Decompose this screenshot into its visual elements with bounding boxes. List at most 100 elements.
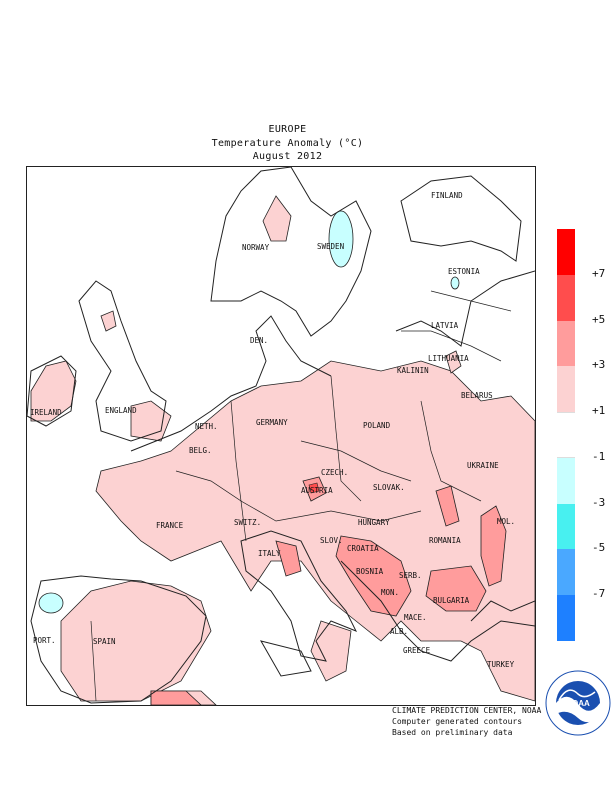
finland-outline	[400, 175, 522, 262]
lithuania-warm-area	[445, 350, 462, 374]
credit-line-1: CLIMATE PREDICTION CENTER, NOAA	[392, 706, 542, 715]
country-labels: FINLAND SWEDEN NORWAY ESTONIA LATVIA LIT…	[30, 191, 515, 669]
legend-tick-label: -1	[592, 449, 606, 463]
border-line-8	[90, 620, 97, 702]
britain-outline	[78, 280, 167, 442]
italy-hot-area	[275, 540, 302, 577]
credit-line-3: Based on preliminary data	[392, 728, 513, 737]
ireland-outline	[27, 355, 77, 427]
map-canvas: FINLAND SWEDEN NORWAY ESTONIA LATVIA LIT…	[27, 167, 535, 705]
label-belarus: BELARUS	[461, 391, 493, 400]
map-region-title: EUROPE	[268, 124, 307, 135]
label-czech: CZECH.	[321, 468, 348, 477]
map-period-title: August 2012	[252, 151, 323, 162]
label-belgium: BELG.	[189, 446, 212, 455]
border-line-5	[175, 470, 247, 542]
balkan-coast	[340, 560, 535, 662]
label-moldova: MOL.	[497, 517, 515, 526]
legend-tick-label: -7	[592, 587, 606, 601]
label-austria: AUSTRIA	[301, 486, 333, 495]
moldova-hot-area	[480, 505, 507, 587]
label-estonia: ESTONIA	[448, 267, 480, 276]
label-switzerland: SWITZ.	[234, 518, 261, 527]
baltic-coast	[395, 270, 535, 347]
label-germany: GERMANY	[256, 418, 288, 427]
label-denmark: DEN.	[250, 336, 268, 345]
border-line-7	[430, 290, 512, 312]
south-italy-warm-area	[310, 620, 352, 682]
black-sea-coast	[470, 600, 535, 622]
label-england: ENGLAND	[105, 406, 137, 415]
label-finland: FINLAND	[431, 191, 463, 200]
legend-swatch	[557, 229, 575, 275]
label-albania: ALB.	[390, 627, 408, 636]
label-serbia: SERB.	[399, 571, 422, 580]
label-greece: GREECE	[403, 646, 431, 655]
label-poland: POLAND	[363, 421, 391, 430]
color-scale-legend	[557, 229, 575, 641]
label-slovenia: SLOV.	[320, 536, 343, 545]
label-sweden: SWEDEN	[317, 242, 344, 251]
legend-swatch	[557, 503, 575, 550]
border-line-2	[330, 375, 362, 502]
portugal-cool-area	[38, 592, 64, 614]
label-portugal: PORT.	[33, 636, 56, 645]
label-slovakia: SLOVAK.	[373, 483, 405, 492]
iberia-warm-area	[60, 580, 212, 702]
border-line-6	[401, 330, 502, 362]
label-bulgaria: BULGARIA	[433, 596, 470, 605]
scandinavia-outline	[210, 167, 372, 337]
noaa-logo-text: NOAA	[566, 699, 590, 708]
iberia-outline	[30, 575, 207, 704]
legend-tick-label: +5	[592, 312, 606, 326]
border-line-4	[300, 440, 412, 482]
legend-tick-label: +1	[592, 404, 606, 418]
legend-swatch	[557, 274, 575, 321]
romania-hot-area	[435, 485, 460, 527]
central-europe-warm-area	[95, 360, 535, 702]
noaa-logo: NOAA	[545, 670, 611, 736]
anomaly-map: FINLAND SWEDEN NORWAY ESTONIA LATVIA LIT…	[26, 166, 536, 706]
legend-swatch	[557, 595, 575, 641]
label-macedonia: MACE.	[404, 613, 427, 622]
label-bosnia: BOSNIA	[356, 567, 384, 576]
legend-tick-label: +7	[592, 266, 606, 280]
anomaly-fill-strong	[308, 482, 320, 494]
label-italy: ITALY	[258, 549, 281, 558]
label-croatia: CROATIA	[347, 544, 379, 553]
legend-swatch	[557, 457, 575, 504]
estonia-cool-area	[450, 276, 460, 290]
label-turkey: TURKEY	[487, 660, 515, 669]
anomaly-fill-cool	[38, 210, 460, 614]
sicily-outline	[259, 640, 312, 677]
scotland-warm-area	[100, 310, 117, 332]
label-kalinin: KALININ	[397, 366, 429, 375]
label-ukraine: UKRAINE	[467, 461, 499, 470]
label-netherlands: NETH.	[195, 422, 218, 431]
anomaly-fill-medium	[150, 476, 507, 705]
label-romania: ROMANIA	[429, 536, 461, 545]
legend-tick-label: -3	[592, 495, 606, 509]
credit-line-2: Computer generated contours	[392, 717, 523, 726]
border-line-3	[420, 400, 482, 502]
label-norway: NORWAY	[242, 243, 270, 252]
label-hungary: HUNGARY	[358, 518, 390, 527]
legend-swatch	[557, 549, 575, 596]
label-spain: SPAIN	[93, 637, 116, 646]
legend-swatch	[557, 366, 575, 413]
italy-outline	[240, 530, 358, 662]
label-lithuania: LITHUANIA	[428, 354, 469, 363]
legend-swatch	[557, 320, 575, 367]
borders	[90, 290, 512, 702]
sweden-cool-area	[328, 210, 354, 268]
north-sea-coast	[130, 315, 332, 452]
coastlines	[27, 167, 535, 704]
label-latvia: LATVIA	[431, 321, 459, 330]
austria-core-area	[308, 482, 320, 494]
label-france: FRANCE	[156, 521, 184, 530]
legend-tick-label: +3	[592, 358, 606, 372]
map-variable-title: Temperature Anomaly (°C)	[211, 138, 364, 149]
algeria-hot-area	[150, 690, 202, 705]
bulgaria-hot-area	[425, 565, 487, 612]
legend-tick-label: -5	[592, 541, 606, 555]
